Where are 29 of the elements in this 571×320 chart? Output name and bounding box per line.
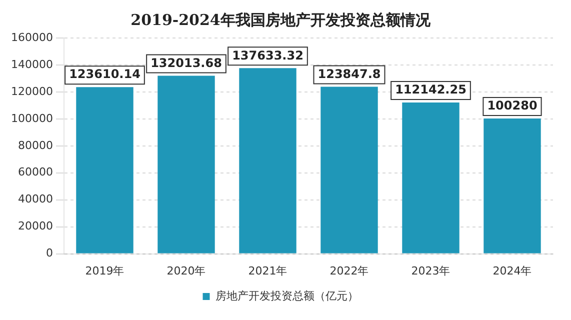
y-tick-label: 100000 xyxy=(10,112,53,125)
bar xyxy=(320,86,378,254)
data-label: 100280 xyxy=(487,98,538,113)
y-tick-label: 80000 xyxy=(18,138,53,152)
bar xyxy=(402,102,460,254)
y-tick-label: 140000 xyxy=(10,58,53,71)
data-label: 112142.25 xyxy=(395,82,466,97)
data-label: 137633.32 xyxy=(232,48,304,62)
chart-title: 2019-2024年我国房地产开发投资总额情况 xyxy=(130,10,432,29)
y-tick-label: 60000 xyxy=(18,166,53,179)
x-tick-label: 2020年 xyxy=(166,264,206,278)
x-tick-label: 2021年 xyxy=(248,264,288,278)
x-tick-label: 2024年 xyxy=(492,264,532,278)
x-tick-label: 2022年 xyxy=(330,264,369,278)
x-tick-label: 2019年 xyxy=(85,264,124,278)
bar xyxy=(158,76,215,254)
data-label: 123610.14 xyxy=(69,67,140,82)
y-tick-label: 40000 xyxy=(18,192,53,206)
data-label: 132013.68 xyxy=(150,56,222,70)
y-tick-label: 120000 xyxy=(10,84,53,98)
y-tick-label: 20000 xyxy=(18,220,53,233)
y-tick-label: 0 xyxy=(46,246,53,260)
data-label: 123847.8 xyxy=(318,66,381,81)
y-tick-label: 160000 xyxy=(10,30,53,44)
bar xyxy=(76,87,134,254)
legend-label: 房地产开发投资总额（亿元） xyxy=(215,289,358,302)
bar xyxy=(239,68,296,254)
x-tick-label: 2023年 xyxy=(411,264,450,278)
bar xyxy=(484,118,541,254)
